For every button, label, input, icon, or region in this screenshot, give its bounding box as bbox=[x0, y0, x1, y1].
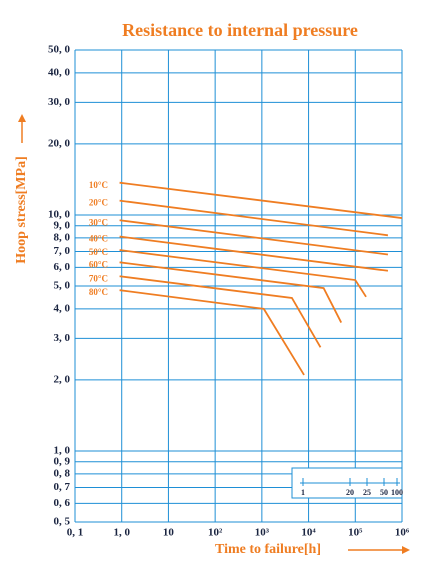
y-tick-label: 9, 0 bbox=[54, 219, 71, 231]
y-tick-label: 7, 0 bbox=[54, 245, 71, 257]
y-tick-label: 4, 0 bbox=[54, 302, 71, 314]
series-line bbox=[119, 249, 367, 298]
y-tick-label: 0, 5 bbox=[54, 516, 71, 528]
series-label: 70°C bbox=[89, 273, 108, 283]
series-label: 30°C bbox=[89, 217, 108, 227]
y-tick-label: 10, 0 bbox=[48, 208, 71, 220]
y-arrow-head bbox=[18, 114, 26, 122]
y-tick-label: 8, 0 bbox=[54, 231, 71, 243]
y-axis-label: Hoop stress[MPa] bbox=[14, 156, 29, 263]
x-tick-label: 10⁵ bbox=[348, 527, 363, 539]
series-label: 10°C bbox=[89, 180, 108, 190]
inset-tick-label: 100 bbox=[391, 488, 403, 497]
x-tick-label: 0, 1 bbox=[67, 527, 84, 539]
y-tick-label: 30, 0 bbox=[48, 96, 71, 108]
y-tick-label: 2, 0 bbox=[54, 373, 71, 385]
series-line bbox=[119, 235, 389, 272]
series-label: 40°C bbox=[89, 234, 108, 244]
y-tick-label: 3, 0 bbox=[54, 332, 71, 344]
series-line bbox=[119, 219, 389, 256]
inset-tick-label: 25 bbox=[363, 488, 371, 497]
x-tick-label: 10² bbox=[208, 527, 223, 539]
series-line bbox=[119, 275, 322, 348]
y-tick-label: 0, 6 bbox=[54, 497, 71, 509]
chart-title: Resistance to internal pressure bbox=[122, 20, 358, 40]
series-label: 60°C bbox=[89, 259, 108, 269]
series-line bbox=[119, 261, 343, 323]
x-tick-label: 10³ bbox=[255, 527, 270, 539]
y-tick-label: 5, 0 bbox=[54, 280, 71, 292]
y-tick-label: 6, 0 bbox=[54, 261, 71, 273]
series-line bbox=[119, 289, 305, 376]
inset-tick-label: 1 bbox=[301, 488, 305, 497]
x-arrow-head bbox=[402, 546, 410, 554]
x-axis-label: Time to failure[h] bbox=[215, 542, 321, 557]
x-tick-label: 10⁴ bbox=[301, 527, 316, 539]
y-tick-label: 0, 8 bbox=[54, 467, 71, 479]
y-tick-label: 1, 0 bbox=[54, 444, 71, 456]
y-tick-label: 50, 0 bbox=[48, 44, 71, 56]
x-tick-label: 10 bbox=[163, 527, 175, 539]
inset-tick-label: 50 bbox=[380, 488, 388, 497]
series-label: 80°C bbox=[89, 287, 108, 297]
plot: 10°C 20°C 30°C 40°C 50°C 60°C 70°C 80°C 1 20 25 50 1… bbox=[89, 180, 403, 499]
y-tick-label: 0, 9 bbox=[54, 455, 71, 467]
y-tick-label: 20, 0 bbox=[48, 137, 71, 149]
x-tick-label: 10⁶ bbox=[395, 527, 410, 539]
series-label: 20°C bbox=[89, 198, 108, 208]
grid bbox=[74, 49, 403, 523]
series-line bbox=[119, 181, 403, 219]
y-tick-label: 40, 0 bbox=[48, 66, 71, 78]
inset-tick-label: 20 bbox=[346, 488, 354, 497]
x-tick-label: 1, 0 bbox=[113, 527, 130, 539]
y-tick-label: 0, 7 bbox=[54, 481, 71, 493]
series-line bbox=[119, 199, 389, 237]
series-label: 50°C bbox=[89, 247, 108, 257]
